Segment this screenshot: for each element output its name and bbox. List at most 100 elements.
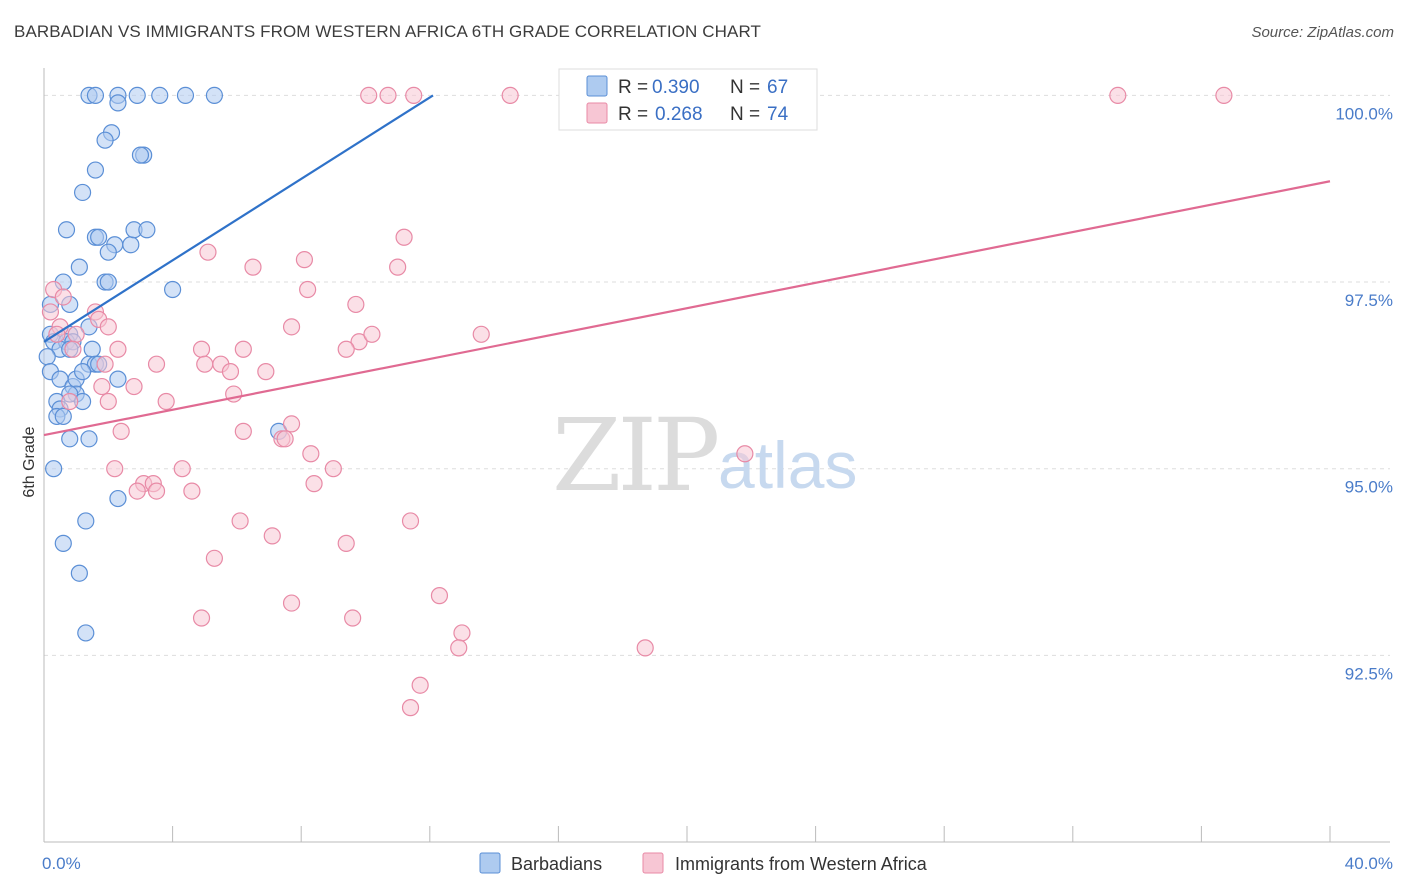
data-point-western-africa: [430, 587, 449, 605]
data-point-western-africa: [282, 415, 301, 433]
watermark-zip: ZIP: [552, 397, 717, 514]
trend-line-western-africa: [43, 180, 1331, 437]
chart-title: BARBADIAN VS IMMIGRANTS FROM WESTERN AFR…: [14, 22, 761, 41]
data-point-western-africa: [453, 624, 471, 642]
data-point-barbadians: [73, 363, 92, 381]
data-point-western-africa: [147, 355, 166, 373]
data-point-western-africa: [199, 243, 217, 261]
data-point-barbadians: [54, 407, 72, 426]
data-point-barbadians: [73, 183, 92, 202]
bottom-legend-label-blue: Barbadians: [511, 854, 602, 874]
data-point-western-africa: [125, 377, 143, 396]
data-point-western-africa: [93, 377, 111, 396]
data-point-western-africa: [299, 280, 317, 299]
data-point-barbadians: [90, 228, 108, 246]
data-point-western-africa: [276, 430, 294, 448]
data-point-barbadians: [70, 258, 88, 276]
bottom-legend-label-pink: Immigrants from Western Africa: [675, 854, 928, 874]
data-point-western-africa: [736, 445, 754, 463]
data-point-barbadians: [99, 273, 117, 291]
data-point-barbadians: [109, 370, 127, 388]
data-point-western-africa: [257, 363, 275, 381]
legend-swatch-blue: [586, 75, 608, 97]
data-point-barbadians: [86, 161, 105, 179]
data-point-western-africa: [192, 340, 211, 358]
data-point-western-africa: [112, 422, 130, 440]
data-point-western-africa: [379, 86, 397, 104]
data-point-western-africa: [67, 325, 85, 343]
legend-n-value-pink: 74: [767, 104, 789, 125]
data-point-barbadians: [131, 146, 150, 164]
chart-source: Source: ZipAtlas.com: [1251, 24, 1394, 41]
trend-lines: [43, 94, 1331, 437]
x-tick-labels: 0.0% 40.0%: [42, 854, 1393, 873]
data-point-western-africa: [324, 460, 342, 478]
data-point-barbadians: [86, 86, 105, 104]
y-tick-label: 95.0%: [1345, 478, 1393, 497]
y-tick-label: 92.5%: [1345, 664, 1393, 683]
data-point-western-africa: [360, 86, 378, 104]
y-tick-labels: 100.0% 97.5% 95.0% 92.5%: [1335, 104, 1393, 683]
data-point-barbadians: [83, 340, 101, 358]
data-point-western-africa: [1215, 86, 1233, 104]
data-point-western-africa: [305, 475, 323, 493]
scatter-points: [38, 86, 1233, 717]
data-point-western-africa: [196, 355, 214, 373]
data-point-barbadians: [80, 430, 98, 448]
data-point-western-africa: [302, 445, 320, 463]
data-point-barbadians: [151, 86, 169, 104]
legend-r-label-blue: R =: [618, 77, 648, 98]
y-tick-label: 100.0%: [1335, 104, 1393, 123]
watermark-atlas: atlas: [718, 428, 857, 502]
data-point-western-africa: [401, 512, 420, 530]
data-point-western-africa: [54, 288, 72, 306]
data-point-western-africa: [231, 512, 249, 530]
data-point-barbadians: [38, 348, 56, 366]
data-point-western-africa: [405, 86, 423, 104]
data-point-western-africa: [337, 340, 355, 358]
data-point-western-africa: [147, 482, 166, 500]
data-point-western-africa: [450, 639, 468, 657]
data-point-barbadians: [109, 94, 127, 112]
data-point-barbadians: [96, 131, 114, 149]
data-point-western-africa: [234, 340, 252, 358]
y-tick-label: 97.5%: [1345, 291, 1393, 310]
data-point-western-africa: [106, 460, 124, 478]
data-point-western-africa: [411, 676, 429, 694]
data-point-barbadians: [61, 430, 79, 448]
data-point-western-africa: [389, 258, 407, 276]
x-tick-label: 0.0%: [42, 854, 81, 873]
axes: [43, 68, 1390, 843]
y-axis-title: 6th Grade: [21, 426, 38, 497]
data-point-western-africa: [501, 86, 519, 104]
legend-r-label-pink: R =: [618, 104, 648, 125]
data-point-western-africa: [221, 363, 240, 381]
data-point-western-africa: [295, 251, 314, 269]
data-point-western-africa: [472, 325, 490, 343]
data-point-western-africa: [41, 303, 60, 321]
data-point-western-africa: [205, 549, 223, 567]
data-point-western-africa: [109, 340, 127, 358]
data-point-western-africa: [61, 392, 79, 411]
legend-r-value-pink: 0.268: [655, 104, 703, 125]
bottom-legend-swatch-pink: [642, 852, 664, 874]
data-point-barbadians: [99, 243, 117, 261]
watermark: ZIP atlas: [552, 397, 857, 514]
series-legend: Barbadians Immigrants from Western Afric…: [479, 852, 928, 874]
data-point-barbadians: [109, 489, 127, 508]
data-point-western-africa: [363, 325, 381, 343]
data-point-western-africa: [263, 527, 281, 545]
data-point-barbadians: [54, 534, 72, 552]
data-point-western-africa: [173, 460, 191, 478]
data-point-barbadians: [70, 564, 88, 582]
data-point-western-africa: [1109, 86, 1127, 104]
data-point-barbadians: [128, 86, 146, 104]
data-point-barbadians: [77, 624, 95, 642]
data-point-barbadians: [176, 86, 195, 104]
data-point-barbadians: [57, 221, 76, 239]
legend-r-value-blue: 0.390: [652, 77, 700, 98]
legend-n-label-blue: N =: [730, 77, 760, 98]
data-point-barbadians: [164, 280, 182, 299]
data-point-western-africa: [347, 295, 365, 314]
